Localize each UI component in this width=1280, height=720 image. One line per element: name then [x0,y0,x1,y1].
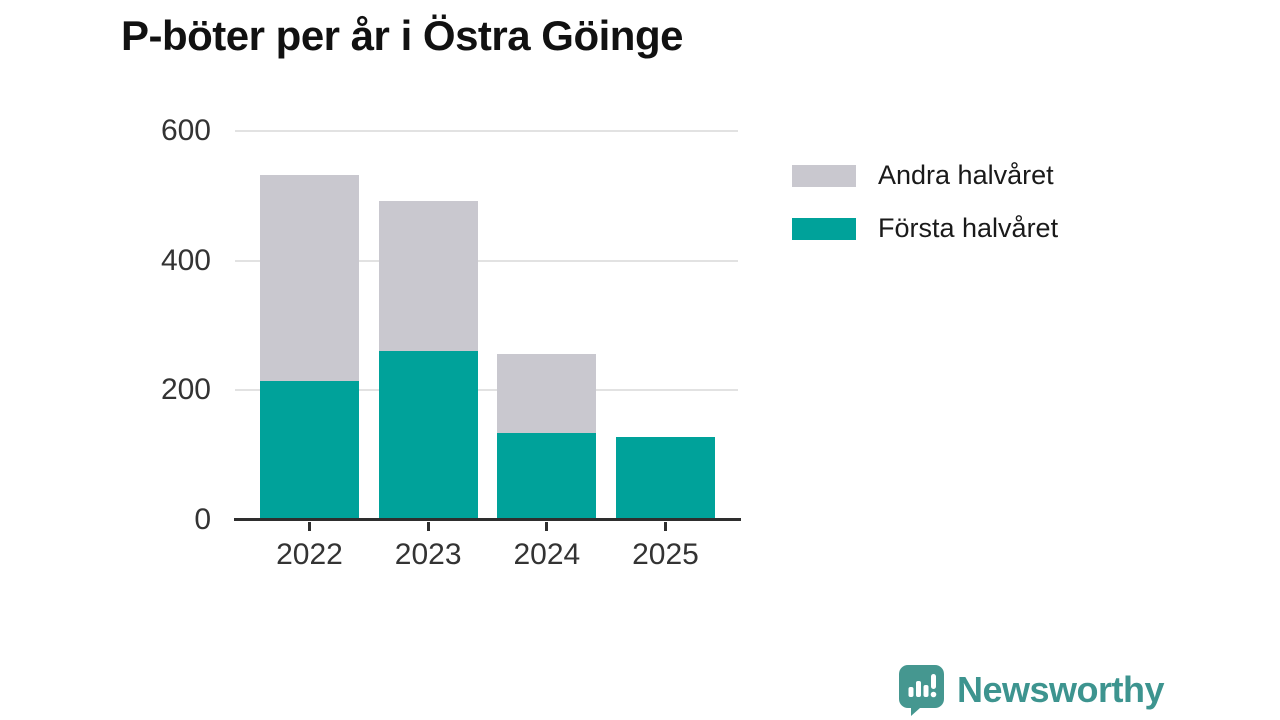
legend-swatch [792,217,856,240]
legend-item-f-rsta-halv-ret: Första halvåret [792,213,1058,244]
bar-segment-2022-f-rsta-halv-ret [260,380,359,520]
x-tick-2022 [308,522,311,531]
legend: Andra halvåret Första halvåret [792,160,1058,266]
legend-label: Andra halvåret [878,160,1054,190]
bar-segment-2024-f-rsta-halv-ret [497,433,597,520]
bar-segment-2023-andra-halv-ret [378,201,478,352]
gridline-400 [235,259,738,262]
x-tick-label-2024: 2024 [513,538,581,571]
logo-bar-chart-glyph [908,674,937,698]
y-tick-label-600: 600 [160,114,211,147]
legend-swatch [792,164,856,187]
bar-segment-2024-andra-halv-ret [497,354,597,434]
y-tick-label-200: 200 [160,373,211,407]
bar-segment-2022-andra-halv-ret [260,175,359,381]
bar-segment-2025-f-rsta-halv-ret [616,437,715,520]
page-title: P-böter per år i Östra Göinge [121,12,683,59]
legend-label: Första halvåret [878,213,1059,243]
plot-area: 0 200 400 600 2022 2023 2024 2025 [161,116,741,571]
x-tick-label-2025: 2025 [632,538,699,571]
gridline-200 [235,389,738,392]
branding: Newsworthy [898,664,1165,716]
x-tick-2024 [545,522,549,531]
gridline-600 [235,130,738,132]
bar-segment-2023-f-rsta-halv-ret [378,351,478,520]
y-tick-label-0: 0 [194,503,211,536]
x-tick-2023 [426,522,430,531]
newsworthy-wordmark: Newsworthy [957,669,1165,710]
x-tick-2025 [664,522,667,531]
newsworthy-logo-icon [899,665,944,716]
x-tick-label-2023: 2023 [394,538,462,571]
legend-item-andra-halv-ret: Andra halvåret [792,160,1058,191]
x-axis-line [234,518,741,521]
x-tick-label-2022: 2022 [276,538,343,571]
y-tick-label-400: 400 [160,243,211,277]
